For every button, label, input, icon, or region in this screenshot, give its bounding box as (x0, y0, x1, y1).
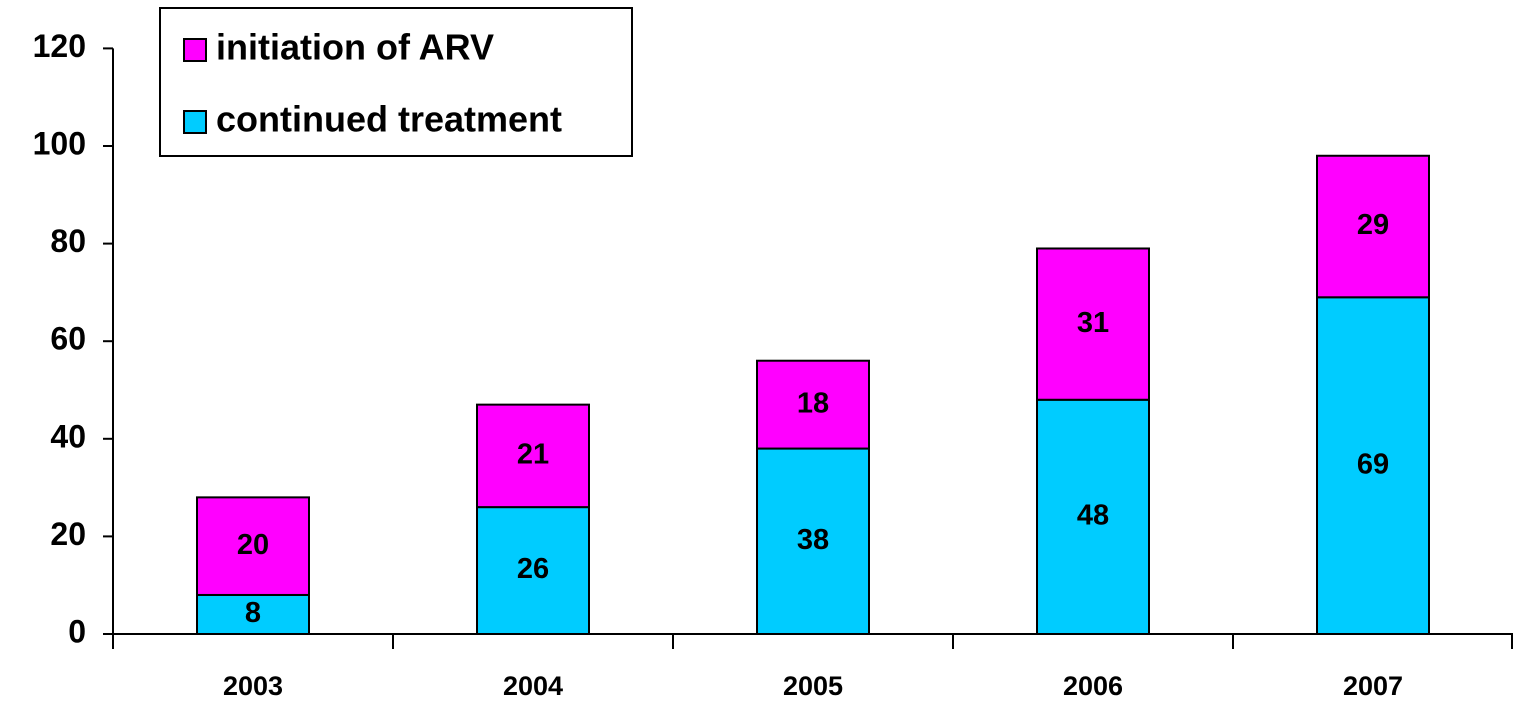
bar-segment (196, 593, 310, 636)
y-tick-label: 20 (50, 516, 86, 552)
bar-segment (476, 506, 590, 635)
data-label: 8 (245, 597, 261, 629)
bar-segment (1036, 247, 1150, 401)
bar-segment (1316, 296, 1430, 635)
legend-swatch (183, 38, 207, 62)
data-label: 18 (797, 387, 829, 419)
data-label: 29 (1357, 209, 1389, 241)
bar-segment (1316, 154, 1430, 299)
x-tick-label: 2006 (1063, 671, 1123, 701)
data-label: 21 (517, 439, 549, 471)
y-tick-label: 100 (33, 125, 86, 161)
legend-label: continued treatment (216, 99, 562, 140)
bar-segment (196, 496, 310, 596)
y-tick-label: 120 (33, 28, 86, 64)
data-label: 26 (517, 553, 549, 585)
bar-segment (756, 447, 870, 635)
data-label: 38 (797, 524, 829, 556)
x-tick-label: 2007 (1343, 671, 1403, 701)
x-tick-label: 2004 (503, 671, 563, 701)
x-tick-label: 2005 (783, 671, 843, 701)
data-label: 48 (1077, 500, 1109, 532)
x-tick-label: 2003 (223, 671, 283, 701)
y-tick-label: 60 (50, 321, 86, 357)
data-label: 31 (1077, 307, 1109, 339)
legend-box (159, 7, 633, 157)
y-tick-label: 80 (50, 223, 86, 259)
data-label: 20 (237, 529, 269, 561)
data-label: 69 (1357, 448, 1389, 480)
y-tick-label: 0 (68, 613, 86, 649)
y-tick-label: 40 (50, 418, 86, 454)
legend-swatch (183, 110, 207, 134)
bar-segment (476, 403, 590, 509)
bar-segment (756, 359, 870, 450)
legend-label: initiation of ARV (216, 27, 494, 68)
